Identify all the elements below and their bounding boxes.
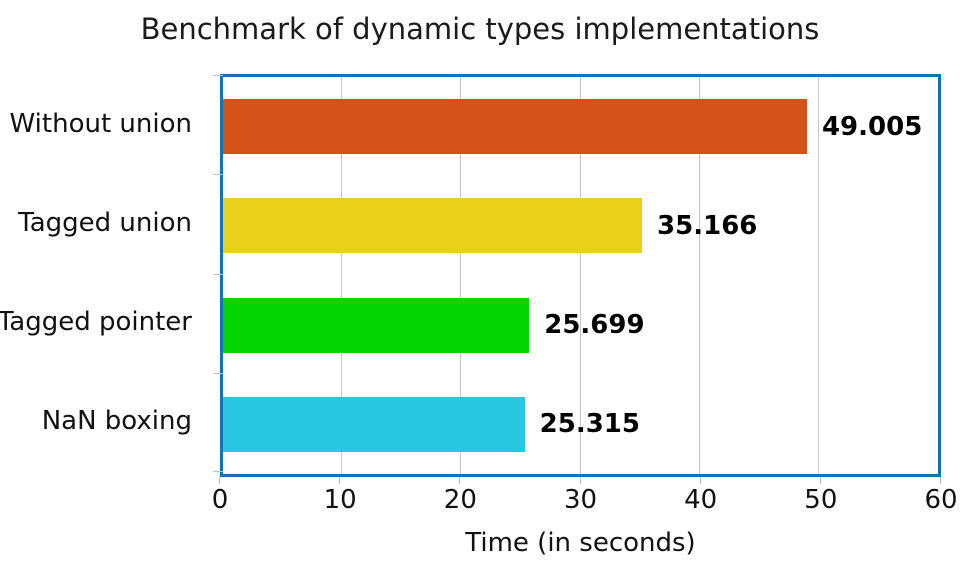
x-tick-mark [459,477,461,484]
x-axis: 0 10 20 30 40 50 60 [212,477,958,517]
bar-row: 25.699 [223,276,938,375]
gridline [817,77,819,474]
gridline [579,77,581,474]
category-label: Tagged pointer [0,307,192,338]
bar [223,198,643,254]
x-tick-mark [819,477,821,484]
x-tick-mark [699,477,701,484]
y-tick-mark [213,273,223,275]
bar-value-label: 25.699 [544,310,645,341]
x-tick-mark [579,477,581,484]
bar-row: 25.315 [223,375,938,474]
gridline [460,77,462,474]
x-tick-mark [219,477,220,484]
plot-area: 49.005 35.166 25.699 25.315 [213,74,941,477]
x-tick-mark [339,477,341,484]
gridline [341,77,343,474]
x-tick-label: 60 [924,485,958,515]
category-axis: Without union Tagged union Tagged pointer N… [0,74,206,477]
chart-title: Benchmark of dynamic types implementatio… [140,12,820,46]
bar [223,396,525,452]
category-label: Without union [9,108,192,139]
category-label: Tagged union [18,207,192,238]
bar-row: 35.166 [223,176,938,275]
x-tick-label: 30 [563,485,598,515]
x-tick-label: 20 [443,485,477,515]
category-label: NaN boxing [41,406,192,437]
y-tick-mark [213,372,223,374]
x-tick-label: 10 [323,485,357,515]
bar-row: 49.005 [223,77,938,176]
x-axis-title: Time (in seconds) [465,528,696,558]
y-tick-mark [213,174,223,176]
x-tick-label: 0 [211,485,229,515]
bar [223,297,530,353]
bar [223,99,807,155]
x-tick-label: 50 [804,485,838,515]
gridline [698,77,700,474]
bar-value-label: 25.315 [539,409,640,440]
bar-value-label: 35.166 [657,210,758,241]
x-tick-mark [940,477,941,484]
y-tick-mark [213,471,223,472]
bar-value-label: 49.005 [821,111,923,142]
y-tick-mark [213,75,223,76]
x-tick-label: 40 [684,485,718,515]
